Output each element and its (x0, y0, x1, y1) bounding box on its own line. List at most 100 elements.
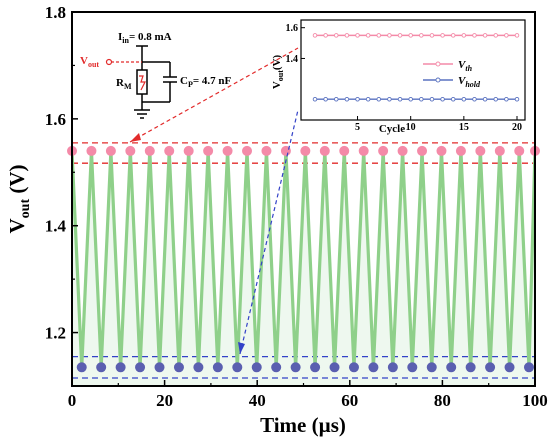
peak-marker (358, 145, 369, 156)
valley-marker (465, 362, 476, 373)
peak-marker (222, 145, 233, 156)
inset-series-point (397, 33, 403, 38)
valley-marker (212, 362, 223, 373)
valley-marker (504, 362, 515, 373)
inset-series-point (355, 33, 360, 38)
peak-marker (475, 145, 486, 156)
peak-marker (397, 145, 408, 156)
valley-marker (232, 362, 243, 373)
inset-series-point (312, 96, 318, 102)
inset-series-point (365, 33, 371, 38)
inset-series-point (312, 33, 318, 38)
valley-marker (115, 362, 126, 373)
vout-label: Vout (80, 55, 99, 69)
peak-marker (105, 145, 116, 156)
valley-marker (485, 362, 496, 373)
inset-y-axis-title: Vout(V) (271, 54, 285, 89)
y-tick-label: 1.2 (45, 324, 66, 343)
valley-marker (271, 362, 282, 373)
inset-series-point (344, 96, 350, 102)
peak-marker (378, 145, 389, 156)
inset-series-point (387, 96, 392, 102)
inset-series-point (419, 96, 424, 102)
valley-marker (310, 362, 321, 373)
valley-marker (290, 362, 301, 373)
valley-marker (154, 362, 165, 373)
x-axis-title: Time (µs) (260, 413, 346, 437)
peak-marker (144, 145, 155, 156)
inset-series-point (440, 96, 445, 102)
current-label: Iin= 0.8 mA (118, 31, 172, 45)
inset-series-point (472, 96, 477, 102)
inset-y-tick-label: 1.4 (286, 54, 299, 65)
legend-swatch-marker (435, 77, 441, 83)
legend-label: Vth (458, 59, 473, 73)
inset-series-point (482, 96, 488, 102)
legend-swatch-marker (435, 61, 441, 67)
hold-arrowhead (238, 342, 245, 354)
inset-x-tick-label: 15 (459, 122, 469, 133)
valley-marker (135, 362, 146, 373)
circuit-schematic: Iin= 0.8 mA Vout RM CP= 4.7 nF (80, 31, 231, 119)
waveform-fill (72, 150, 535, 386)
x-tick-label: 20 (156, 391, 173, 410)
inset-series-point (419, 33, 424, 38)
inset-series-point (323, 96, 328, 102)
inset-series-point (365, 96, 371, 102)
inset-series-point (514, 96, 520, 102)
inset-frame (300, 19, 526, 121)
peak-marker (514, 145, 525, 156)
inset-series-point (408, 96, 413, 102)
peak-marker (300, 145, 311, 156)
x-tick-label: 100 (522, 391, 548, 410)
inset-plot: 5 10 15 20 1.6 1.4 Cycle Vout(V) Vth Vhold (271, 19, 526, 135)
inset-series-point (376, 33, 382, 38)
peak-marker (125, 145, 136, 156)
inset-series-point (334, 96, 339, 102)
peak-marker (183, 145, 194, 156)
inset-series-point (482, 33, 488, 38)
valley-marker (387, 362, 398, 373)
peak-marker (417, 145, 428, 156)
inset-series-point (323, 33, 328, 38)
peak-marker (494, 145, 505, 156)
peak-marker (261, 145, 272, 156)
inset-legend: Vth Vhold (423, 59, 481, 89)
inset-series-point (504, 96, 509, 102)
y-tick-label: 1.6 (45, 110, 66, 129)
valley-marker (251, 362, 262, 373)
inset-series-point (344, 33, 350, 38)
resistor-label: RM (116, 77, 132, 91)
x-tick-label: 40 (249, 391, 266, 410)
inset-series-point (504, 33, 509, 38)
valley-marker (523, 362, 534, 373)
inset-background (301, 20, 525, 120)
inset-x-tick-label: 10 (406, 122, 416, 133)
inset-y-tick-label: 1.6 (286, 23, 299, 34)
inset-series-point (387, 33, 392, 38)
inset-series-point (472, 33, 477, 38)
peak-marker (164, 145, 175, 156)
valley-marker (173, 362, 184, 373)
inset-series-point (440, 33, 445, 38)
valley-marker (407, 362, 418, 373)
inset-series-point (429, 33, 435, 38)
memristor-symbol (139, 75, 146, 91)
peak-marker (319, 145, 330, 156)
inset-series-point (493, 33, 498, 38)
valley-marker (348, 362, 359, 373)
inset-series-point (429, 96, 435, 102)
x-tick-label: 0 (68, 391, 77, 410)
inset-series-point (461, 96, 467, 102)
valley-marker (446, 362, 457, 373)
valley-marker (96, 362, 107, 373)
waveform-line (72, 149, 535, 369)
legend-label: Vhold (458, 75, 481, 89)
peak-marker (339, 145, 350, 156)
peak-marker (436, 145, 447, 156)
peak-marker (455, 145, 466, 156)
peak-marker (203, 145, 214, 156)
valley-marker (426, 362, 437, 373)
valley-marker (368, 362, 379, 373)
